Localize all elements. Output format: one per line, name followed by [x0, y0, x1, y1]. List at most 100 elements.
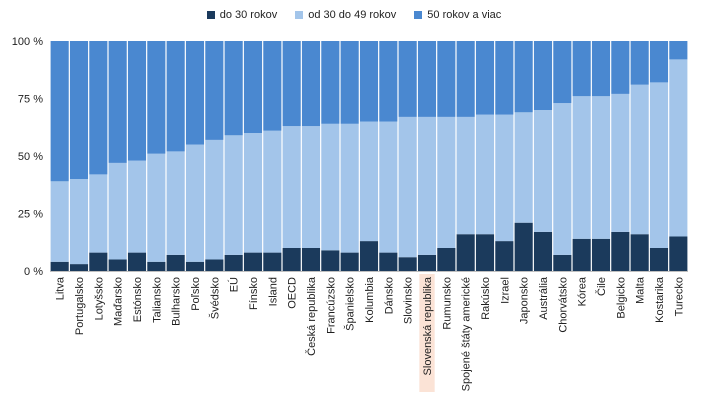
bar-segment-30-49: [456, 116, 475, 235]
legend-swatch-50-plus: [414, 11, 423, 19]
category-label: Japonsko: [519, 277, 531, 324]
category-label: Česká republika: [305, 276, 318, 356]
category-label: Austrália: [538, 276, 550, 320]
bar-segment-50-plus: [263, 41, 282, 131]
bar-segment-30-49: [514, 112, 533, 223]
legend: do 30 rokov od 30 do 49 rokov 50 rokov a…: [0, 9, 708, 21]
legend-item-under-30: do 30 rokov: [206, 9, 278, 21]
bar-segment-50-plus: [630, 41, 649, 85]
category-label: Island: [267, 277, 279, 306]
category-label: Portugalsko: [74, 277, 86, 335]
category-label: Chorvátsko: [557, 277, 569, 333]
bar-segment-50-plus: [69, 41, 89, 179]
bar-segment-50-plus: [514, 41, 533, 113]
bar-segment-under-30: [514, 222, 533, 271]
category-label: Španielsko: [344, 277, 357, 331]
bar-segment-under-30: [50, 261, 69, 271]
bar-segment-under-30: [649, 248, 669, 271]
category-label: Kórea: [577, 276, 589, 306]
bar-segment-under-30: [282, 248, 301, 271]
bar-segment-50-plus: [533, 41, 553, 110]
y-tick-label: 50 %: [18, 151, 43, 163]
bar-segment-under-30: [321, 250, 340, 271]
bar-segment-30-49: [108, 162, 127, 260]
bar-segment-50-plus: [437, 41, 456, 117]
bar-segment-under-30: [417, 254, 437, 271]
bar-segment-30-49: [243, 133, 263, 253]
y-tick-label: 25 %: [18, 209, 43, 221]
bar-segment-50-plus: [572, 41, 591, 97]
legend-swatch-under-30: [206, 11, 215, 19]
legend-item-50-plus: 50 rokov a viac: [414, 9, 501, 21]
bar-segment-50-plus: [649, 41, 669, 83]
bar-segment-50-plus: [553, 41, 572, 104]
bar-segment-50-plus: [379, 41, 398, 122]
bar-segment-30-49: [263, 130, 282, 253]
y-tick-label: 100 %: [12, 36, 43, 48]
category-label: Švédsko: [208, 277, 221, 319]
bar-segment-50-plus: [243, 41, 263, 133]
bar-segment-30-49: [359, 121, 379, 242]
bar-segment-under-30: [147, 261, 166, 271]
bar-segment-50-plus: [611, 41, 630, 94]
bar-segment-30-49: [282, 126, 301, 248]
bar-segment-under-30: [379, 252, 398, 271]
bar-segment-50-plus: [591, 41, 611, 97]
bar-segment-under-30: [437, 248, 456, 271]
bar-segment-under-30: [166, 254, 185, 271]
bar-segment-50-plus: [89, 41, 108, 175]
bar-segment-50-plus: [185, 41, 205, 145]
highlight-band: [419, 274, 435, 392]
bar-segment-30-49: [147, 153, 166, 262]
bar-segment-30-49: [611, 93, 630, 232]
bar-segment-30-49: [185, 144, 205, 262]
legend-label-under-30: do 30 rokov: [219, 9, 278, 21]
category-label: Slovenská republika: [422, 276, 434, 375]
bar-segment-50-plus: [417, 41, 437, 117]
category-label: Čile: [595, 277, 608, 296]
bar-segment-under-30: [553, 254, 572, 271]
bar-segment-30-49: [437, 116, 456, 249]
bar-segment-50-plus: [321, 41, 340, 124]
category-label: Poľsko: [190, 277, 202, 311]
bar-segment-30-49: [649, 82, 669, 249]
legend-label-30-49: od 30 do 49 rokov: [308, 9, 397, 21]
category-label: Kolumbia: [364, 276, 376, 323]
bar-segment-under-30: [243, 252, 263, 271]
bar-segment-30-49: [166, 151, 185, 255]
y-tick-label: 0 %: [24, 266, 43, 278]
bar-segment-30-49: [89, 174, 108, 253]
bar-segment-under-30: [456, 234, 475, 271]
bar-segment-30-49: [553, 103, 572, 255]
bar-segment-under-30: [669, 236, 688, 271]
category-label: Spojené štáty americké: [461, 277, 473, 391]
category-label: Belgicko: [615, 277, 627, 319]
category-label: Litva: [55, 276, 67, 300]
category-label: Slovinsko: [403, 277, 415, 324]
category-label: Fínsko: [248, 277, 260, 310]
bar-segment-30-49: [50, 181, 69, 262]
legend-swatch-30-49: [295, 11, 304, 19]
category-label: Estónsko: [132, 277, 144, 322]
bar-segment-under-30: [533, 231, 553, 271]
bar-segment-30-49: [475, 114, 495, 235]
category-label: Maďarsko: [113, 277, 125, 326]
bar-segment-50-plus: [166, 41, 185, 152]
bar-segment-30-49: [224, 135, 243, 255]
legend-label-50-plus: 50 rokov a viac: [427, 9, 502, 21]
category-label: Rumunsko: [441, 277, 453, 330]
bar-segment-50-plus: [205, 41, 224, 140]
bar-segment-under-30: [630, 234, 649, 271]
category-label: Rakúsko: [480, 277, 492, 320]
bar-segment-30-49: [533, 110, 553, 232]
legend-item-30-49: od 30 do 49 rokov: [295, 9, 396, 21]
bar-segment-under-30: [127, 252, 147, 271]
bar-segment-50-plus: [224, 41, 243, 136]
category-label: Dánsko: [383, 277, 395, 314]
bar-segment-under-30: [398, 257, 417, 271]
bar-segment-under-30: [340, 252, 359, 271]
bar-segment-30-49: [572, 96, 591, 239]
bar-segment-30-49: [495, 114, 514, 242]
bar-segment-50-plus: [127, 41, 147, 161]
